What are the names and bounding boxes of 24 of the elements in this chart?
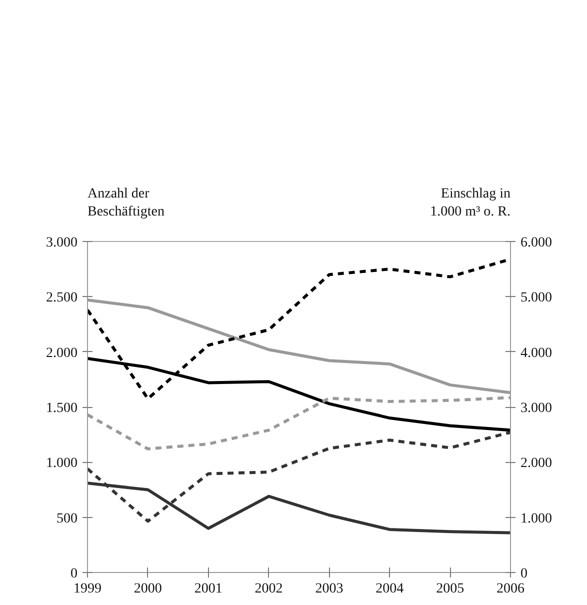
y2-tick-label: 5.000: [520, 290, 552, 306]
y2-tick-label: 2.000: [520, 456, 552, 472]
y2-tick-label: 6.000: [520, 236, 552, 250]
y-tick-label: 2.000: [46, 346, 78, 361]
y2-axis-title: Einschlag in 1.000 m³ o. R.: [430, 186, 511, 220]
x-tick-label: 2000: [134, 582, 162, 596]
y2-tick-label: 4.000: [520, 346, 552, 361]
y-tick-label: 1.000: [46, 456, 78, 472]
y-axis-title: Anzahl der Beschäftigten: [88, 186, 164, 220]
y-tick-label: 1.500: [46, 401, 78, 416]
y2-tick-label: 1.000: [520, 511, 552, 526]
x-tick-label: 1999: [74, 582, 102, 596]
y-tick-label: 2.500: [46, 290, 78, 306]
x-tick-label: 2002: [254, 582, 283, 596]
x-tick-label: 2003: [315, 582, 344, 596]
y-tick-label: 500: [56, 511, 78, 526]
y2-tick-label: 3.000: [520, 401, 552, 416]
y-tick-label: 3.000: [46, 236, 78, 250]
x-tick-label: 2001: [194, 582, 222, 596]
x-tick-label: 2005: [436, 582, 464, 596]
y-tick-label: 0: [70, 566, 78, 582]
y2-tick-label: 0: [520, 566, 528, 582]
x-tick-label: 2006: [496, 582, 524, 596]
x-tick-label: 2004: [376, 582, 404, 596]
